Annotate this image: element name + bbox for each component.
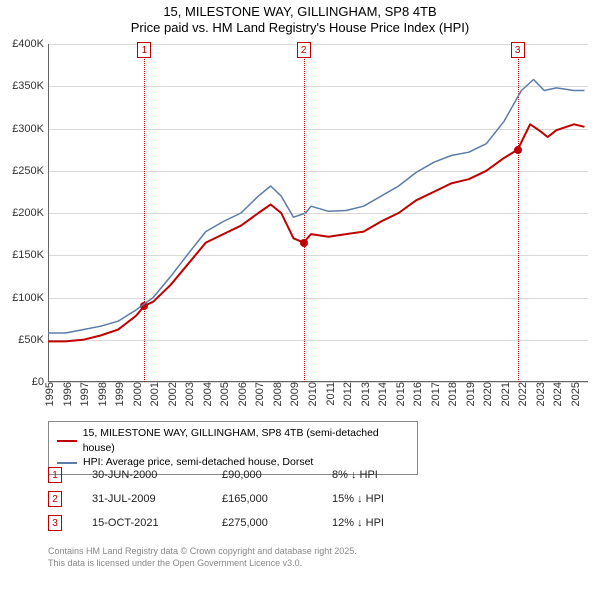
- footer-attribution: Contains HM Land Registry data © Crown c…: [48, 546, 357, 569]
- y-tick-label: £350K: [12, 80, 48, 92]
- event-row: 3 15-OCT-2021£275,00012% ↓ HPI: [48, 511, 384, 535]
- x-tick-label: 2022: [513, 382, 529, 406]
- y-tick-label: £50K: [18, 334, 48, 346]
- y-tick-label: £250K: [12, 165, 48, 177]
- y-tick-label: £100K: [12, 292, 48, 304]
- x-tick-label: 2011: [321, 382, 337, 406]
- legend-item: 15, MILESTONE WAY, GILLINGHAM, SP8 4TB (…: [57, 426, 409, 455]
- x-tick-label: 2023: [531, 382, 547, 406]
- x-tick-label: 2025: [566, 382, 582, 406]
- x-tick-label: 2006: [233, 382, 249, 406]
- x-tick-label: 2010: [303, 382, 319, 406]
- series-line: [48, 124, 585, 341]
- event-row: 2 31-JUL-2009£165,00015% ↓ HPI: [48, 487, 384, 511]
- event-row-number: 1: [48, 467, 62, 483]
- event-row-price: £90,000: [222, 469, 332, 481]
- x-tick-label: 2014: [373, 382, 389, 406]
- event-row-delta: 8% ↓ HPI: [332, 469, 378, 481]
- x-tick-label: 2007: [250, 382, 266, 406]
- title-line1: 15, MILESTONE WAY, GILLINGHAM, SP8 4TB: [0, 4, 600, 20]
- x-tick-label: 2009: [285, 382, 301, 406]
- x-tick-label: 2003: [180, 382, 196, 406]
- x-tick-label: 2001: [145, 382, 161, 406]
- event-row-price: £165,000: [222, 493, 332, 505]
- event-row-number: 3: [48, 515, 62, 531]
- x-tick-label: 2012: [338, 382, 354, 406]
- event-row-number: 2: [48, 491, 62, 507]
- x-tick-label: 1998: [93, 382, 109, 406]
- footer-line1: Contains HM Land Registry data © Crown c…: [48, 546, 357, 558]
- events-table: 1 30-JUN-2000£90,0008% ↓ HPI 2 31-JUL-2009£…: [48, 463, 384, 535]
- event-row: 1 30-JUN-2000£90,0008% ↓ HPI: [48, 463, 384, 487]
- event-row-price: £275,000: [222, 517, 332, 529]
- series-svg: [48, 44, 588, 382]
- series-line: [48, 80, 585, 334]
- y-tick-label: £400K: [12, 38, 48, 50]
- chart-title: 15, MILESTONE WAY, GILLINGHAM, SP8 4TB P…: [0, 0, 600, 37]
- x-tick-label: 2021: [496, 382, 512, 406]
- x-tick-label: 2000: [128, 382, 144, 406]
- x-tick-label: 2015: [391, 382, 407, 406]
- x-tick-label: 2019: [461, 382, 477, 406]
- event-row-delta: 12% ↓ HPI: [332, 517, 384, 529]
- x-tick-label: 2013: [356, 382, 372, 406]
- y-tick-label: £200K: [12, 207, 48, 219]
- x-tick-label: 1996: [58, 382, 74, 406]
- x-tick-label: 1997: [75, 382, 91, 406]
- x-tick-label: 1995: [40, 382, 56, 406]
- x-tick-label: 2020: [478, 382, 494, 406]
- x-tick-label: 1999: [110, 382, 126, 406]
- x-tick-label: 2018: [443, 382, 459, 406]
- x-tick-label: 2005: [215, 382, 231, 406]
- event-row-date: 15-OCT-2021: [92, 517, 222, 529]
- y-tick-label: £150K: [12, 249, 48, 261]
- chart-plot-area: £0£50K£100K£150K£200K£250K£300K£350K£400…: [48, 44, 588, 382]
- x-tick-label: 2008: [268, 382, 284, 406]
- x-tick-label: 2016: [408, 382, 424, 406]
- legend-swatch: [57, 440, 77, 442]
- footer-line2: This data is licensed under the Open Gov…: [48, 558, 357, 570]
- event-row-date: 31-JUL-2009: [92, 493, 222, 505]
- title-line2: Price paid vs. HM Land Registry's House …: [0, 20, 600, 36]
- event-row-date: 30-JUN-2000: [92, 469, 222, 481]
- x-tick-label: 2024: [548, 382, 564, 406]
- x-tick-label: 2017: [426, 382, 442, 406]
- y-tick-label: £300K: [12, 123, 48, 135]
- legend-label: 15, MILESTONE WAY, GILLINGHAM, SP8 4TB (…: [83, 426, 409, 455]
- x-tick-label: 2004: [198, 382, 214, 406]
- event-row-delta: 15% ↓ HPI: [332, 493, 384, 505]
- x-tick-label: 2002: [163, 382, 179, 406]
